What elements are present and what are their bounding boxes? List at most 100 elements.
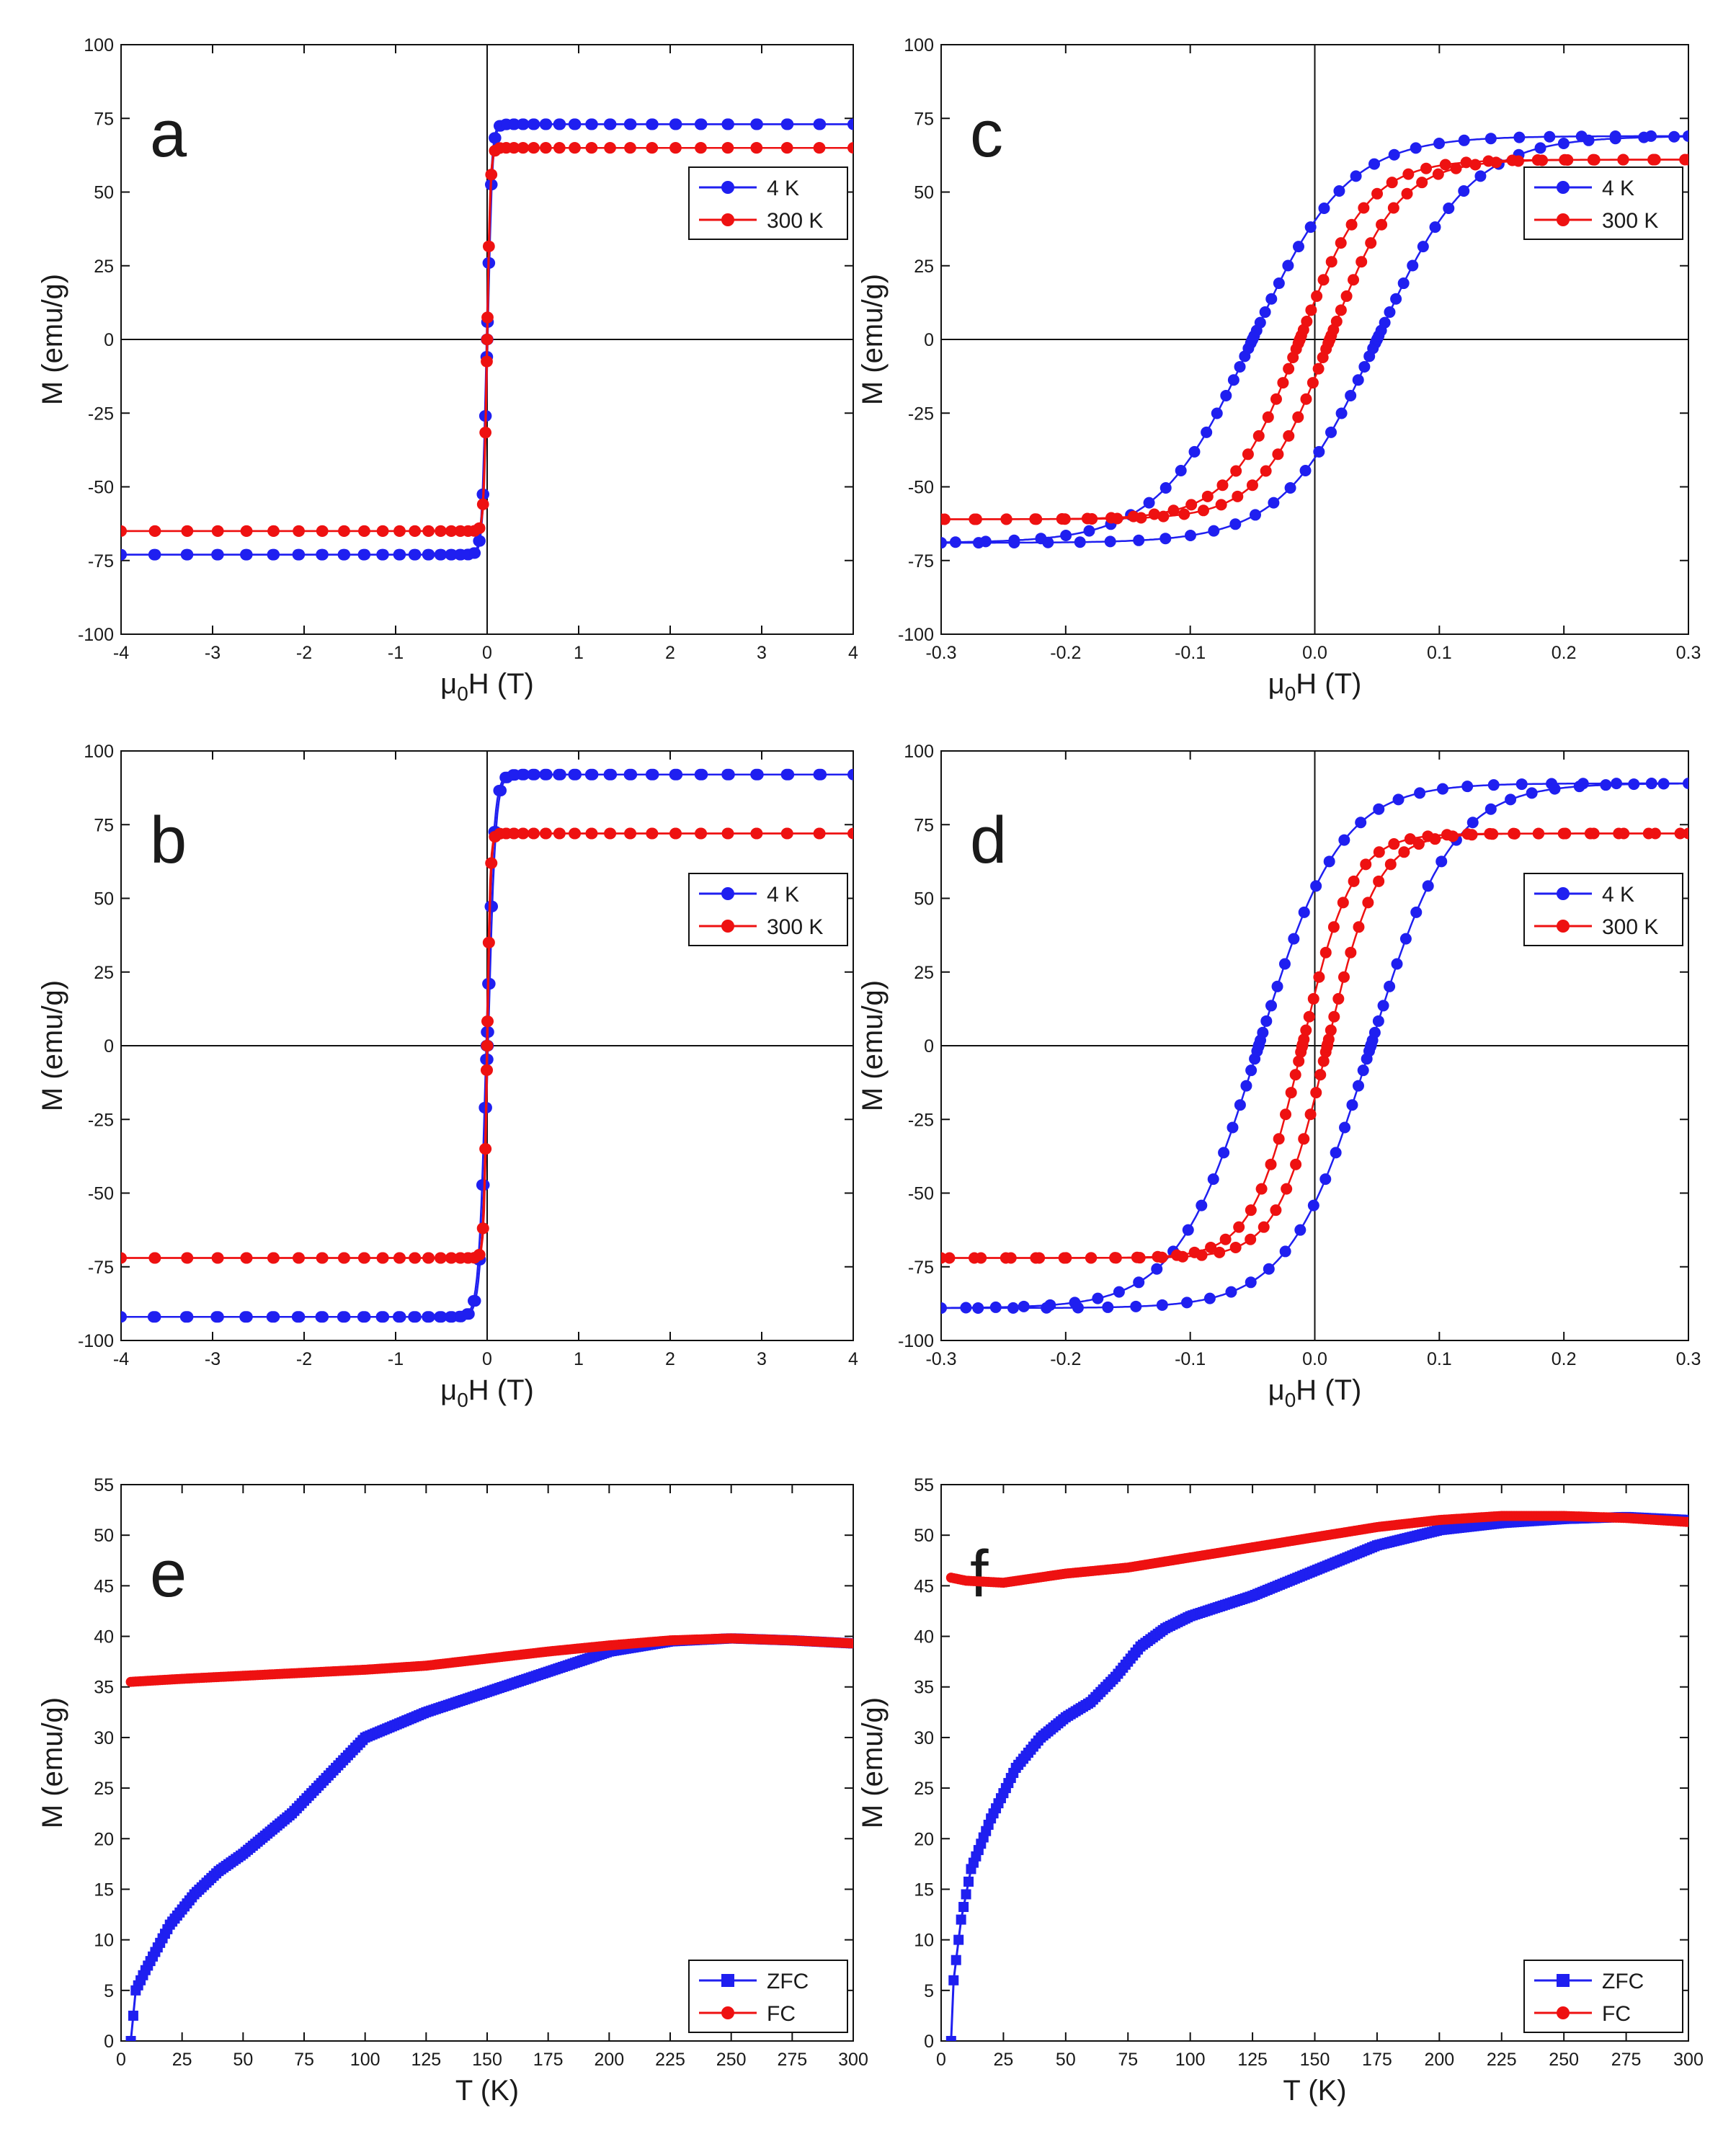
x-tick-label-d: -0.1	[1175, 1349, 1206, 1369]
x-tick-label-f: 0	[936, 2050, 946, 2070]
data-point-c-4k	[1384, 306, 1396, 319]
data-point-b-4k	[486, 900, 499, 912]
data-point-d-4k	[1181, 1297, 1193, 1309]
data-point-b-4k	[554, 768, 566, 781]
data-point-d-4k	[1435, 855, 1448, 868]
data-point-d-300k	[1280, 1108, 1292, 1121]
data-point-a-4k	[517, 118, 530, 130]
y-tick-label-b: -75	[88, 1258, 114, 1278]
data-point-c-4k	[1268, 497, 1280, 509]
data-point-c-300k	[1031, 513, 1043, 525]
data-point-c-300k	[1371, 187, 1384, 200]
y-tick-label-f: 25	[914, 1779, 934, 1799]
data-point-c-4k	[1184, 530, 1196, 542]
data-point-b-300k	[814, 827, 826, 840]
x-tick-label-f: 250	[1549, 2050, 1579, 2070]
data-point-d-4k	[1330, 1147, 1342, 1159]
x-tick-label-f: 175	[1362, 2050, 1392, 2070]
data-point-c-300k	[1376, 218, 1388, 231]
data-point-a-4k	[121, 548, 127, 561]
data-point-d-300k	[969, 1252, 981, 1264]
data-point-d-4k	[1102, 1301, 1114, 1313]
data-point-d-4k	[1307, 1199, 1319, 1211]
data-point-b-4k	[605, 768, 618, 781]
series-group-b	[121, 768, 853, 1323]
legend-swatch-marker-f	[1557, 1974, 1570, 1987]
x-tick-label-e: 175	[533, 2050, 564, 2070]
y-tick-label-d: -25	[908, 1110, 934, 1130]
x-axis-title-a: μ0H (T)	[440, 668, 534, 705]
data-point-c-300k	[1086, 513, 1098, 525]
data-point-d-4k	[1245, 1276, 1257, 1289]
data-point-d-300k	[1373, 875, 1385, 887]
x-tick-label-a: -2	[296, 643, 312, 663]
data-point-a-4k	[586, 118, 598, 130]
data-point-e-zfc	[128, 2010, 138, 2021]
x-tick-label-c: -0.1	[1175, 643, 1206, 663]
legend-label-d-300k: 300 K	[1602, 915, 1658, 939]
data-point-c-4k	[1284, 481, 1296, 494]
data-point-c-300k	[1230, 465, 1242, 477]
data-point-c-300k	[1312, 363, 1325, 375]
data-point-a-4k	[540, 118, 553, 130]
panel-letter-a: a	[150, 97, 187, 171]
data-point-b-300k	[722, 827, 734, 840]
y-tick-label-e: 50	[94, 1526, 114, 1546]
data-point-d-4k	[1373, 803, 1385, 815]
data-point-c-300k	[1305, 304, 1317, 316]
data-point-d-300k	[1289, 1069, 1301, 1081]
y-tick-label-c: 0	[924, 330, 934, 350]
legend-label-a-4k: 4 K	[767, 177, 799, 200]
data-point-c-4k	[1254, 316, 1266, 329]
y-tick-label-e: 40	[94, 1627, 114, 1647]
data-point-d-300k	[1388, 838, 1400, 850]
data-point-d-4k	[1410, 906, 1423, 918]
series-group-e	[125, 1633, 853, 2041]
y-tick-label-b: 100	[84, 742, 114, 762]
legend-swatch-marker-b	[721, 887, 734, 900]
y-tick-label-a: 100	[84, 35, 114, 55]
x-tick-label-f: 25	[994, 2050, 1014, 2070]
data-point-b-300k	[212, 1252, 224, 1264]
x-tick-label-a: -1	[388, 643, 404, 663]
data-point-c-4k	[1060, 530, 1072, 542]
legend-label-c-300k: 300 K	[1602, 209, 1658, 233]
x-tick-label-f: 225	[1487, 2050, 1517, 2070]
series-group-a	[121, 118, 853, 561]
plot-frame-e	[120, 1484, 854, 2042]
data-point-d-300k	[1219, 1233, 1232, 1245]
data-point-b-4k	[317, 1311, 329, 1323]
panel-letter-d: d	[970, 804, 1007, 877]
x-tick-label-d: 0.3	[1676, 1349, 1701, 1369]
data-point-c-300k	[969, 513, 981, 525]
data-point-d-4k	[1156, 1299, 1168, 1311]
legend-box-b	[688, 873, 848, 946]
data-point-c-4k	[1544, 130, 1556, 143]
data-point-a-4k	[814, 118, 827, 130]
y-tick-label-f: 10	[914, 1931, 934, 1951]
data-point-c-300k	[1111, 512, 1123, 525]
data-point-d-4k	[1611, 778, 1623, 790]
data-point-c-4k	[1282, 259, 1294, 272]
data-point-d-4k	[1573, 781, 1585, 793]
data-point-d-4k	[1007, 1302, 1019, 1314]
x-tick-label-e: 250	[716, 2050, 747, 2070]
data-point-a-300k	[481, 311, 494, 324]
data-point-b-4k	[495, 784, 507, 796]
legend-swatch-marker-a	[721, 213, 734, 226]
y-tick-label-b: -25	[88, 1110, 114, 1130]
data-point-d-4k	[1218, 1147, 1230, 1159]
data-point-a-4k	[625, 118, 637, 130]
data-point-a-4k	[469, 547, 481, 559]
data-point-c-4k	[1474, 170, 1487, 182]
data-point-a-4k	[377, 548, 389, 561]
legend-swatch-marker-e	[721, 2006, 734, 2019]
data-point-d-4k	[1133, 1276, 1145, 1289]
legend-label-e-fc: FC	[767, 2002, 796, 2026]
data-point-c-300k	[1335, 237, 1347, 249]
data-point-c-4k	[1042, 536, 1054, 548]
y-axis-title-f: M (emu/g)	[857, 1697, 889, 1828]
data-point-d-4k	[1368, 1026, 1381, 1039]
data-point-d-4k	[1339, 1121, 1351, 1134]
data-point-c-300k	[1300, 393, 1312, 405]
